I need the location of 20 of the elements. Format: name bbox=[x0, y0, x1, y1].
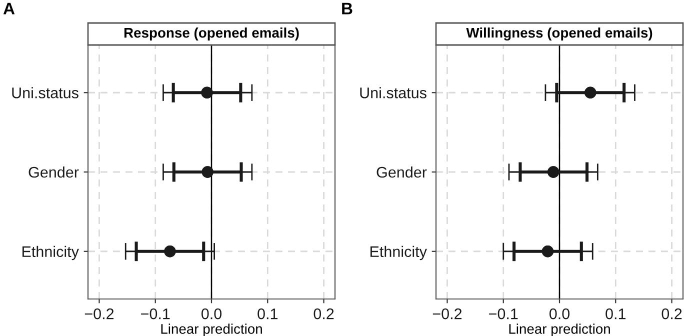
x-tick-label: −0.2 bbox=[84, 308, 114, 320]
text: B bbox=[342, 2, 352, 14]
x-tick-label: −0.1 bbox=[141, 308, 170, 320]
text: A bbox=[3, 2, 15, 14]
y-tick-label: Ethnicity bbox=[22, 246, 79, 260]
x-tick-label: 0.1 bbox=[258, 308, 278, 320]
y-tick-label: Uni.status bbox=[360, 87, 426, 98]
chart-title: Response (opened emails) bbox=[124, 28, 299, 40]
x-tick-label: 0.0 bbox=[549, 308, 570, 320]
y-tick-label: Ethnicity bbox=[370, 246, 427, 260]
x-tick-label: 0.2 bbox=[662, 308, 682, 320]
chart-title: Willingness (opened emails) bbox=[466, 27, 652, 41]
x-tick-label: −0.2 bbox=[432, 308, 462, 320]
x-tick-label: 0.0 bbox=[201, 308, 222, 320]
y-tick-label: Uni.status bbox=[12, 87, 78, 98]
x-tick-label: 0.2 bbox=[314, 308, 334, 320]
y-tick-label: Gender bbox=[28, 166, 79, 178]
x-tick-label: 0.1 bbox=[606, 308, 626, 320]
x-tick-label: −0.1 bbox=[489, 308, 518, 320]
y-tick-label: Gender bbox=[376, 166, 427, 178]
